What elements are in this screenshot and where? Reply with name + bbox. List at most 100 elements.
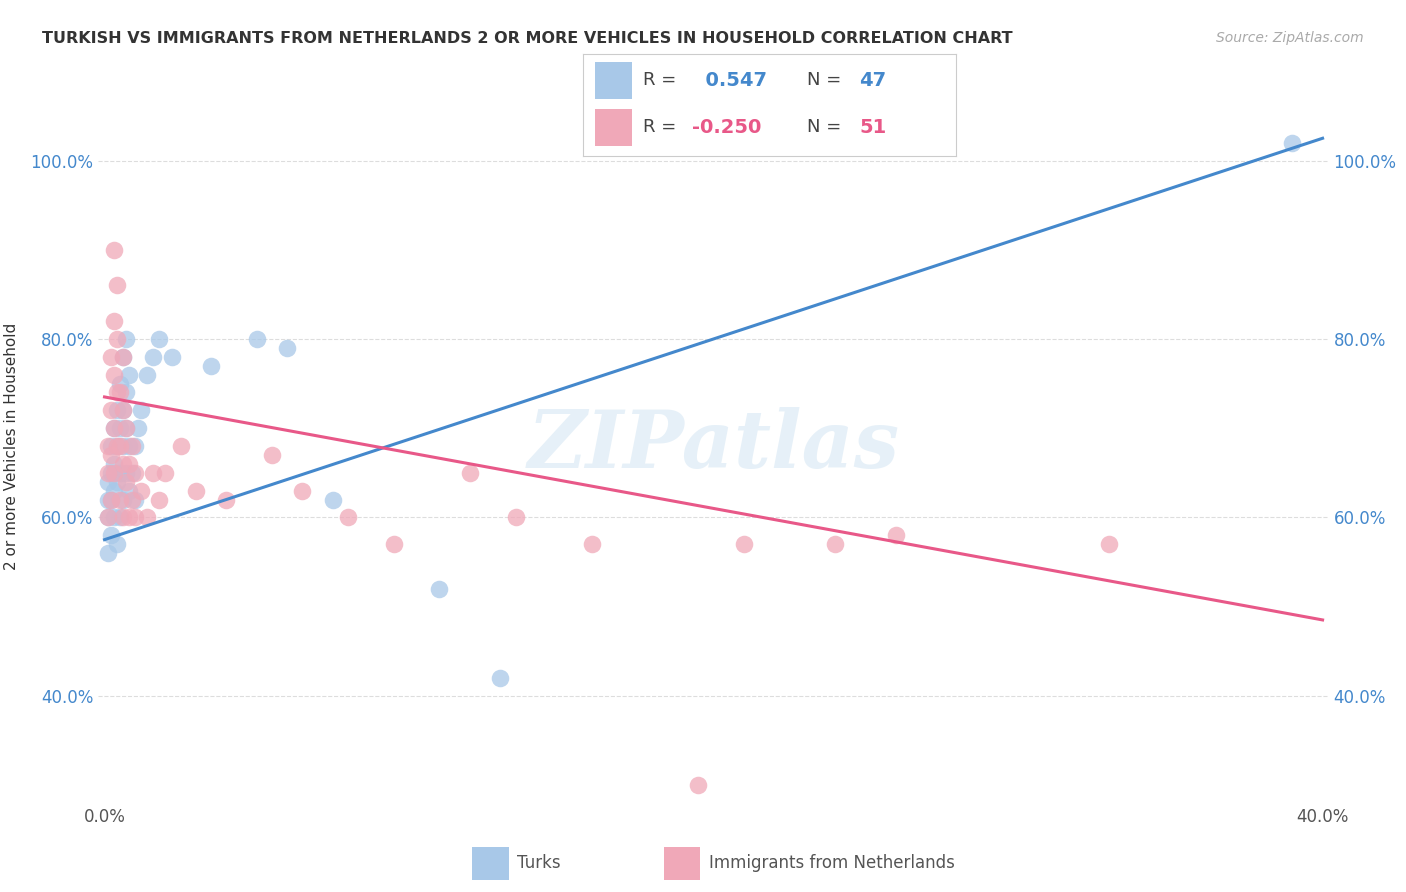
Point (148, 332, 170, 346)
Bar (472, 847, 509, 880)
Point (111, 510, 134, 524)
Text: 0.547: 0.547 (692, 70, 766, 90)
Text: Turks: Turks (517, 854, 561, 872)
Point (114, 421, 136, 435)
Point (200, 359, 222, 373)
Point (103, 483, 125, 498)
Text: 47: 47 (859, 70, 886, 90)
Point (111, 350, 134, 364)
Point (114, 421, 136, 435)
Point (103, 421, 125, 435)
Point (291, 483, 314, 498)
Point (105, 403, 128, 417)
Point (105, 278, 128, 293)
Point (129, 483, 152, 498)
Point (105, 537, 128, 551)
Point (96, 439, 118, 453)
Point (103, 314, 125, 328)
Text: R =: R = (643, 71, 676, 89)
Point (105, 475, 128, 489)
Point (111, 492, 134, 507)
Point (108, 385, 131, 400)
Bar (664, 847, 700, 880)
Point (246, 332, 269, 346)
Text: R =: R = (643, 119, 676, 136)
Point (108, 421, 131, 435)
Point (105, 439, 128, 453)
Text: -0.250: -0.250 (692, 118, 761, 136)
Text: N =: N = (807, 119, 841, 136)
Point (429, 582, 451, 596)
Point (103, 457, 125, 471)
Point (96, 466, 118, 480)
Point (688, 778, 710, 792)
Point (96, 492, 118, 507)
Point (121, 466, 143, 480)
Point (136, 510, 159, 524)
Point (169, 439, 191, 453)
Point (103, 243, 125, 257)
Point (105, 385, 128, 400)
Point (276, 341, 298, 355)
Point (160, 350, 183, 364)
Point (103, 466, 125, 480)
Point (121, 439, 143, 453)
Point (1281, 136, 1303, 150)
Point (114, 332, 136, 346)
Point (114, 385, 136, 400)
Point (96, 475, 118, 489)
Text: 51: 51 (859, 118, 886, 136)
Point (118, 510, 141, 524)
Point (733, 537, 755, 551)
Point (124, 510, 146, 524)
Text: N =: N = (807, 71, 841, 89)
Point (184, 483, 207, 498)
Point (1098, 537, 1121, 551)
Bar (595, 62, 631, 99)
Point (127, 421, 149, 435)
Text: TURKISH VS IMMIGRANTS FROM NETHERLANDS 2 OR MORE VEHICLES IN HOUSEHOLD CORRELATI: TURKISH VS IMMIGRANTS FROM NETHERLANDS 2… (42, 31, 1012, 46)
Point (100, 439, 122, 453)
Point (96, 510, 118, 524)
Point (100, 528, 122, 542)
Point (111, 403, 134, 417)
Point (100, 350, 122, 364)
Point (155, 466, 177, 480)
Point (103, 368, 125, 382)
Point (124, 439, 146, 453)
Point (100, 466, 122, 480)
Point (111, 457, 134, 471)
Point (108, 439, 131, 453)
Point (382, 537, 405, 551)
Point (458, 466, 481, 480)
Point (129, 403, 152, 417)
Point (148, 492, 170, 507)
Point (111, 439, 134, 453)
Point (322, 492, 344, 507)
Point (505, 510, 527, 524)
Point (111, 403, 134, 417)
Text: Immigrants from Netherlands: Immigrants from Netherlands (709, 854, 955, 872)
Point (121, 492, 143, 507)
Point (105, 332, 128, 346)
Point (118, 439, 141, 453)
Point (100, 403, 122, 417)
Point (118, 368, 141, 382)
Point (105, 439, 128, 453)
Point (136, 368, 159, 382)
Point (142, 350, 165, 364)
Point (260, 448, 283, 462)
Point (118, 457, 141, 471)
Point (108, 510, 131, 524)
Point (108, 466, 131, 480)
Point (108, 492, 131, 507)
Point (489, 671, 512, 685)
Point (103, 421, 125, 435)
Point (337, 510, 360, 524)
Point (114, 466, 136, 480)
Point (124, 466, 146, 480)
Point (108, 376, 131, 391)
Point (118, 483, 141, 498)
Point (581, 537, 603, 551)
Point (124, 492, 146, 507)
